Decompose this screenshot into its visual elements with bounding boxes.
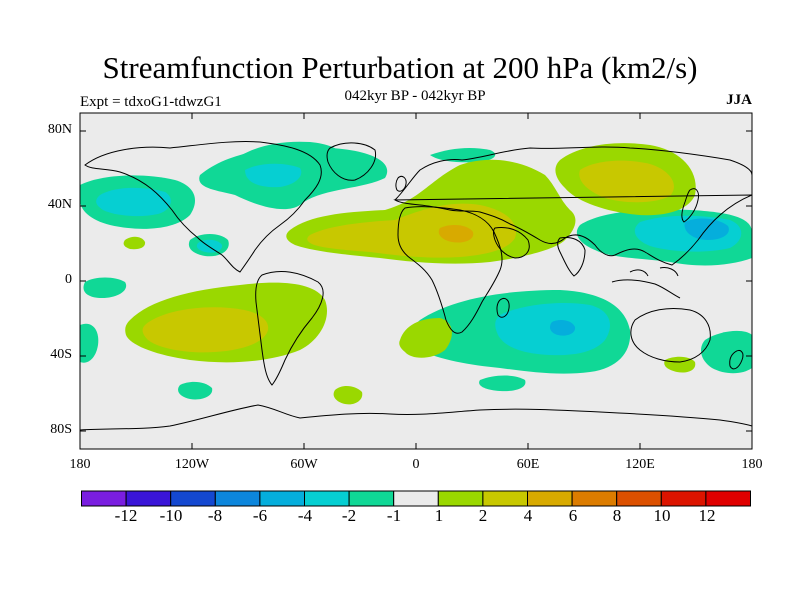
colorbar-swatch <box>304 490 350 507</box>
colorbar-swatch <box>170 490 216 507</box>
contour-pos2-east-asia <box>579 160 674 203</box>
colorbar-swatch <box>705 490 752 507</box>
plot-title: Streamfunction Perturbation at 200 hPa (… <box>102 50 698 85</box>
lon-tick-label: 0 <box>412 457 420 472</box>
lat-tick-label: 0 <box>65 272 72 287</box>
colorbar-swatch <box>81 490 127 507</box>
plot-subtitle: 042kyr BP - 042kyr BP <box>344 88 486 104</box>
colorbar-swatch <box>571 490 618 507</box>
coast-south-america <box>255 271 324 386</box>
colorbar-swatch <box>616 490 662 507</box>
contour-pos-central-pacific <box>123 236 146 250</box>
contour-pos-subantarctic-south <box>333 386 363 405</box>
coast-india <box>557 237 586 277</box>
experiment-label: Expt = tdxoG1-tdwzG1 <box>80 94 222 110</box>
contour-neg2-north-pacific <box>96 187 171 217</box>
coast-eurasia <box>393 146 752 266</box>
colorbar-label: 1 <box>434 506 444 525</box>
colorbar-swatch <box>660 490 707 507</box>
colorbar-swatch <box>348 490 395 507</box>
colorbar-label: -4 <box>297 506 313 525</box>
contour-pos2-eurasia <box>307 203 516 258</box>
lon-tick-label: 60E <box>516 457 540 472</box>
colorbar-swatch <box>125 490 172 507</box>
coast-australia <box>630 307 711 363</box>
contour-neg-south-atlantic <box>178 381 213 400</box>
season-label: JJA <box>726 92 752 108</box>
coast-uk <box>395 175 407 192</box>
contour-neg-subantarctic <box>479 375 526 392</box>
contour-neg-south-pacific-east <box>80 323 99 363</box>
coast-greenland <box>326 142 377 181</box>
colorbar-label: 6 <box>568 506 578 525</box>
contour-neg-south-pacific-west <box>700 330 752 374</box>
lat-tick-label: 40S <box>50 347 72 362</box>
lat-tick-label: 80S <box>50 422 72 437</box>
coast-madagascar <box>496 297 510 318</box>
contour-neg-east-pacific-eq <box>83 277 127 298</box>
colorbar-swatch <box>214 490 261 507</box>
colorbar-label: -1 <box>386 506 402 525</box>
contour-pos4-sahara <box>438 224 474 243</box>
colorbar-label: -2 <box>341 506 357 525</box>
colorbar-swatch <box>527 490 573 507</box>
lat-tick-label: 40N <box>47 197 72 212</box>
colorbar <box>81 490 752 507</box>
colorbar-label: -6 <box>252 506 268 525</box>
colorbar-label: -10 <box>159 506 183 525</box>
coast-japan <box>681 188 699 223</box>
colorbar-swatch <box>393 490 439 507</box>
coastlines <box>80 141 752 431</box>
coast-antarctica <box>80 404 752 431</box>
colorbar-label: 8 <box>612 506 622 525</box>
axis-ticks <box>79 113 753 449</box>
coast-new-zealand <box>729 349 744 370</box>
colorbar-swatch <box>482 490 528 507</box>
colorbar-label: 12 <box>698 506 716 525</box>
lon-tick-label: 180 <box>69 457 91 472</box>
contour-neg2-canada <box>245 163 302 188</box>
contour-pos2-south-pacific <box>142 307 269 353</box>
colorbar-swatch <box>437 490 484 507</box>
contour-fields <box>80 141 752 405</box>
coast-africa <box>397 206 503 334</box>
coast-indonesia <box>611 267 681 299</box>
contour-neg-arctic-america <box>229 141 341 171</box>
colorbar-label: 4 <box>523 506 533 525</box>
lon-tick-label: 120W <box>174 457 210 472</box>
lon-tick-label: 180 <box>741 457 763 472</box>
contour-neg-arctic-russia <box>430 147 496 163</box>
colorbar-label: -12 <box>114 506 138 525</box>
colorbar-label: -8 <box>207 506 223 525</box>
contour-neg4-southern-ocean <box>550 319 576 336</box>
colorbar-label: 2 <box>478 506 488 525</box>
contour-pos-southern-indian <box>399 318 452 358</box>
colorbar-label: 10 <box>653 506 671 525</box>
colorbar-swatch <box>259 490 305 507</box>
lon-tick-label: 120E <box>625 457 655 472</box>
coast-north-america <box>84 141 322 273</box>
lat-tick-label: 80N <box>47 122 72 137</box>
lon-tick-label: 60W <box>290 457 318 472</box>
coast-arabia <box>493 227 530 259</box>
